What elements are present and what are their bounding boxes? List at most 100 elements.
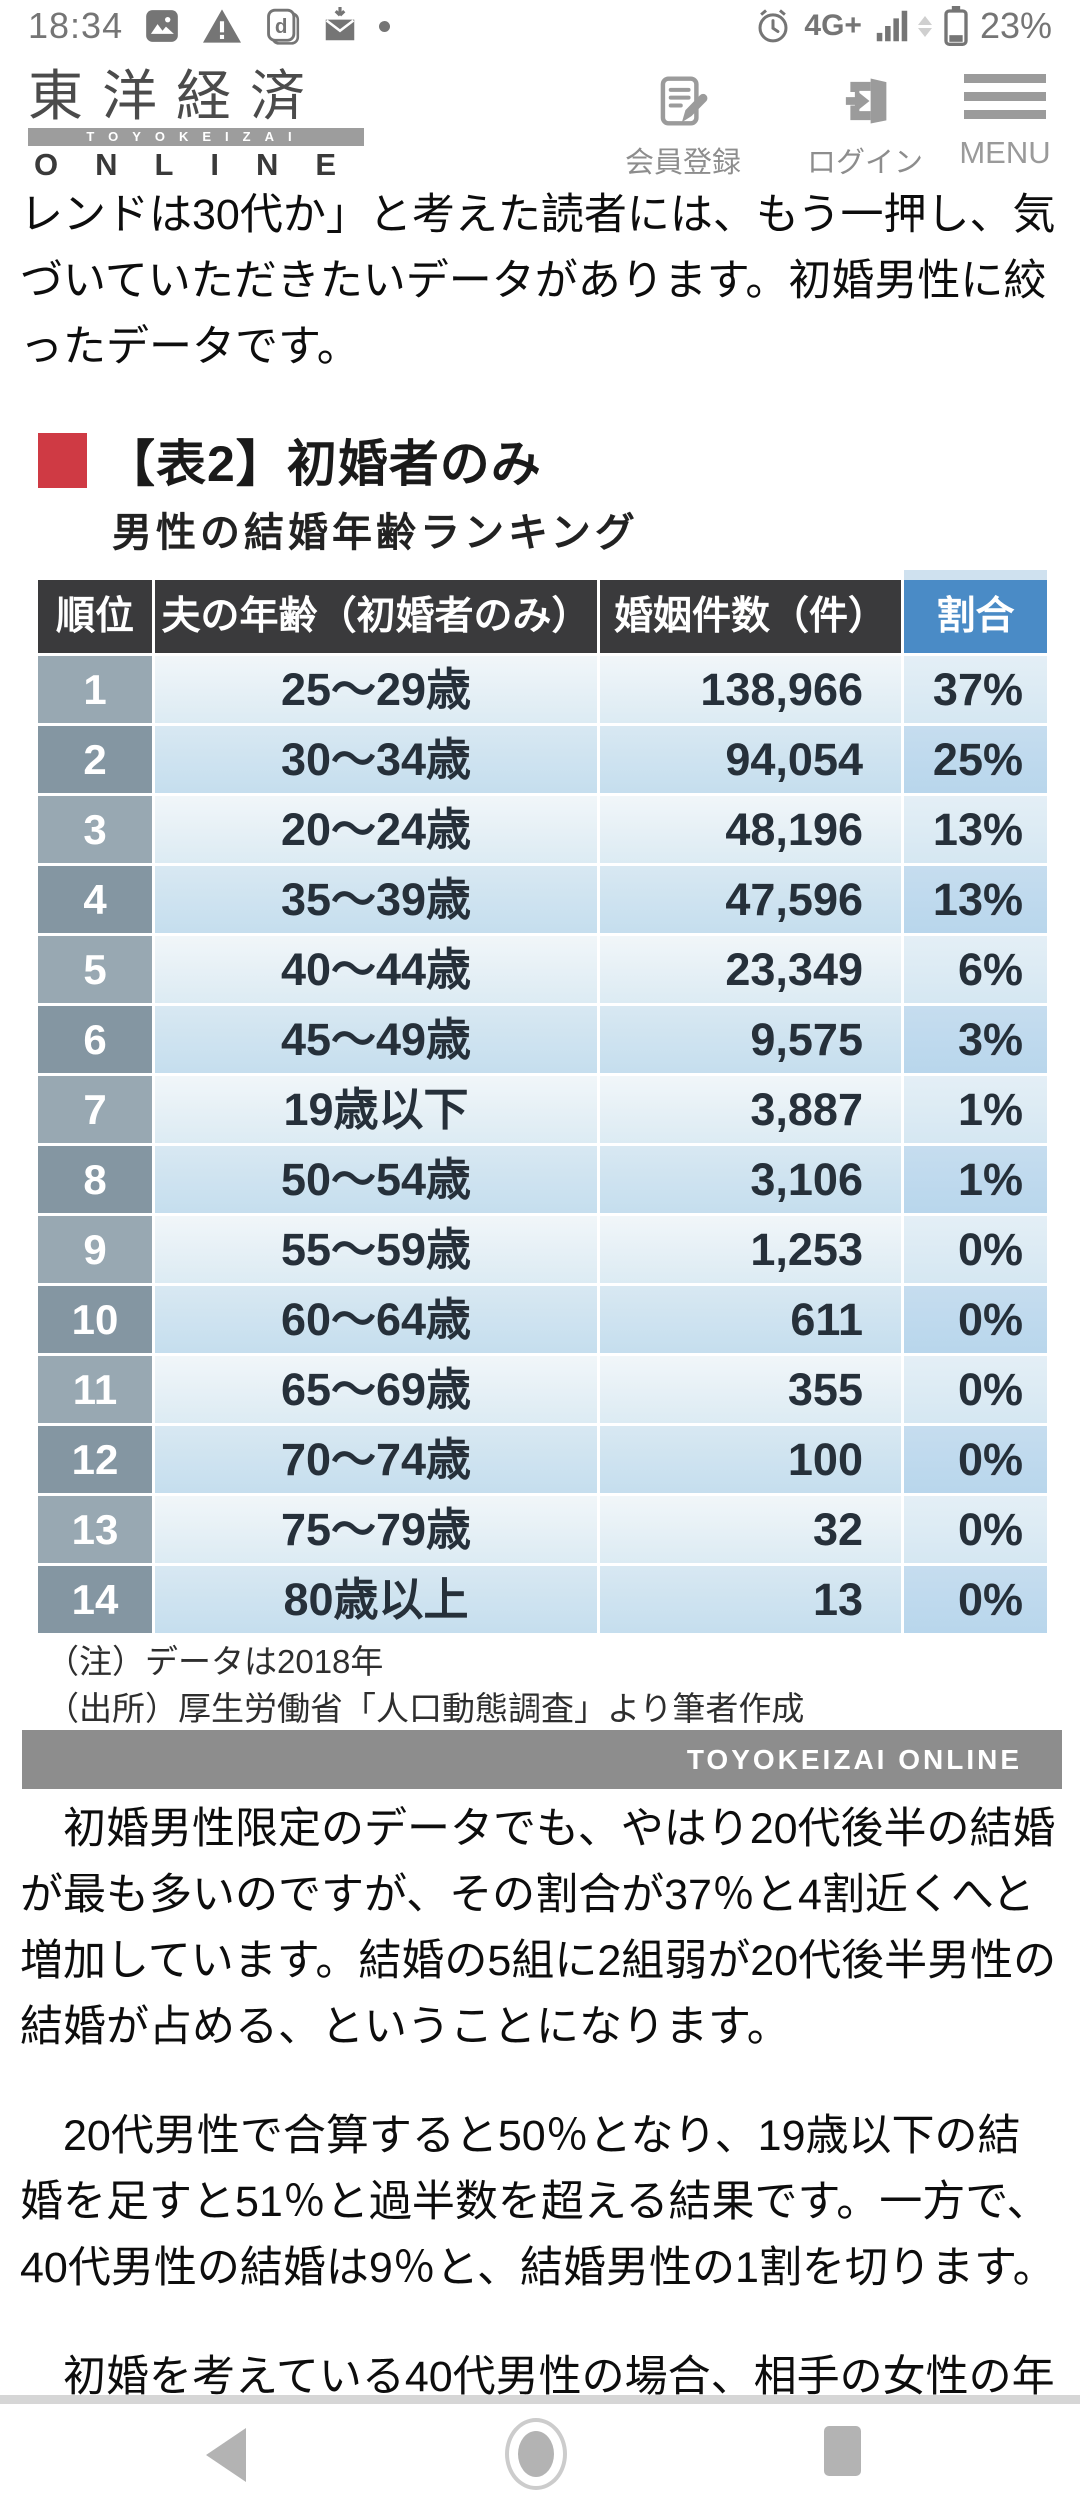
table-row: 9 55～59歳 1,253 0% — [38, 1216, 1047, 1283]
count-cell: 3,887 — [600, 1076, 901, 1143]
pct-cell: 0% — [904, 1496, 1047, 1563]
rank-cell: 9 — [38, 1216, 152, 1283]
table-row: 14 80歳以上 13 0% — [38, 1566, 1047, 1633]
figure-notes: （注）データは2018年 （出所）厚生労働省「人口動態調査」より筆者作成 — [46, 1638, 804, 1732]
count-cell: 32 — [600, 1496, 901, 1563]
pct-cell: 0% — [904, 1286, 1047, 1353]
age-cell: 45～49歳 — [155, 1006, 597, 1073]
note-line-2: （出所）厚生労働省「人口動態調査」より筆者作成 — [46, 1690, 805, 1727]
body-paragraph-1: 初婚男性限定のデータでも、やはり20代後半の結婚が最も多いのですが、その割合が3… — [20, 1805, 1057, 2051]
status-bar: 18:34 d 4G+ — [0, 0, 1080, 52]
red-square-bullet-icon — [38, 432, 87, 488]
header-pct: 割合 — [904, 580, 1047, 653]
pct-cell: 37% — [904, 656, 1047, 723]
rank-cell: 11 — [38, 1356, 152, 1423]
count-cell: 100 — [600, 1426, 901, 1493]
table-row: 1 25～29歳 138,966 37% — [38, 656, 1047, 723]
pct-cell: 6% — [904, 936, 1047, 1003]
figure-title: 【表2】初婚者のみ — [105, 436, 542, 492]
figure-subtitle: 男性の結婚年齢ランキング — [112, 511, 639, 555]
pct-column-cap — [904, 570, 1047, 580]
login-button[interactable]: ログイン — [790, 74, 940, 181]
count-cell: 138,966 — [600, 656, 901, 723]
age-cell: 40～44歳 — [155, 936, 597, 1003]
rank-cell: 1 — [38, 656, 152, 723]
rank-cell: 3 — [38, 796, 152, 863]
ranking-table-body: 1 25～29歳 138,966 37% 2 30～34歳 94,054 25% 3 20～24歳… — [38, 656, 1047, 1633]
credit-banner: TOYOKEIZAI ONLINE — [22, 1730, 1062, 1789]
logo-romaji-bar: TOYOKEIZAI — [28, 128, 364, 146]
age-cell: 25～29歳 — [155, 656, 597, 723]
note-line-1: （注）データは2018年 — [46, 1643, 384, 1680]
toyokeizai-logo[interactable]: 東洋経済 TOYOKEIZAI ONLINE — [28, 66, 364, 183]
rank-cell: 12 — [38, 1426, 152, 1493]
pct-cell: 1% — [904, 1076, 1047, 1143]
content-cut-edge — [0, 2395, 1080, 2404]
table-row: 12 70～74歳 100 0% — [38, 1426, 1047, 1493]
ranking-table: 順位 夫の年齢（初婚者のみ） 婚姻件数（件） 割合 1 25～29歳 138,966… — [38, 570, 1047, 1633]
count-cell: 94,054 — [600, 726, 901, 793]
android-nav-bar — [0, 2404, 1080, 2520]
logo-kanji-text: 東洋経済 — [28, 64, 325, 128]
warning-notification-icon — [201, 7, 243, 45]
count-cell: 9,575 — [600, 1006, 901, 1073]
rank-cell: 10 — [38, 1286, 152, 1353]
hamburger-menu-icon — [964, 74, 1046, 128]
rank-cell: 14 — [38, 1566, 152, 1633]
table-row: 2 30～34歳 94,054 25% — [38, 726, 1047, 793]
table-row: 8 50～54歳 3,106 1% — [38, 1146, 1047, 1213]
data-activity-arrows-icon — [917, 15, 932, 37]
figure-heading: 【表2】初婚者のみ — [38, 424, 542, 496]
header-count: 婚姻件数（件） — [600, 580, 901, 653]
count-cell: 1,253 — [600, 1216, 901, 1283]
login-door-arrow-icon — [838, 74, 892, 128]
table-row: 5 40～44歳 23,349 6% — [38, 936, 1047, 1003]
register-button[interactable]: 会員登録 — [608, 74, 758, 181]
logo-online-text: ONLINE — [34, 147, 374, 182]
overflow-dot-icon — [379, 20, 391, 32]
table-row: 10 60～64歳 611 0% — [38, 1286, 1047, 1353]
table-row: 7 19歳以下 3,887 1% — [38, 1076, 1047, 1143]
screenshot-notification-icon — [143, 7, 181, 45]
pct-cell: 0% — [904, 1356, 1047, 1423]
signal-strength-icon — [874, 9, 910, 43]
rank-cell: 2 — [38, 726, 152, 793]
clock-time: 18:34 — [28, 5, 124, 46]
pct-cell: 3% — [904, 1006, 1047, 1073]
article-body: 初婚男性限定のデータでも、やはり20代後半の結婚が最も多いのですが、その割合が3… — [20, 1796, 1062, 2396]
d-app-notification-icon: d — [263, 7, 301, 45]
mail-notification-icon — [321, 7, 359, 45]
age-cell: 20～24歳 — [155, 796, 597, 863]
age-cell: 65～69歳 — [155, 1356, 597, 1423]
table-row: 13 75～79歳 32 0% — [38, 1496, 1047, 1563]
nav-home-icon[interactable] — [505, 2418, 567, 2490]
network-type-label: 4G+ — [804, 9, 862, 42]
table-header-row: 順位 夫の年齢（初婚者のみ） 婚姻件数（件） 割合 — [38, 580, 1047, 653]
body-paragraph-3: 初婚を考えている40代男性の場合、相手の女性の年 — [20, 2353, 1055, 2396]
body-paragraph-2: 20代男性で合算すると50％となり、19歳以下の結婚を足すと51％と過半数を超え… — [20, 2112, 1056, 2292]
nav-recents-icon[interactable] — [824, 2426, 861, 2476]
rank-cell: 5 — [38, 936, 152, 1003]
nav-back-icon[interactable] — [206, 2428, 246, 2482]
table-row: 6 45～49歳 9,575 3% — [38, 1006, 1047, 1073]
menu-button[interactable]: MENU — [945, 74, 1065, 171]
rank-cell: 13 — [38, 1496, 152, 1563]
login-label: ログイン — [806, 147, 923, 179]
header-age: 夫の年齢（初婚者のみ） — [155, 580, 597, 653]
count-cell: 48,196 — [600, 796, 901, 863]
count-cell: 3,106 — [600, 1146, 901, 1213]
alarm-icon — [754, 7, 792, 45]
article-intro-paragraph: レンドは30代か」と考えた読者には、もう一押し、気づいていただきたいデータがあり… — [20, 191, 1056, 371]
register-label: 会員登録 — [624, 147, 741, 179]
site-header: 東洋経済 TOYOKEIZAI ONLINE 会員登録 ログイン MENU — [0, 52, 1080, 187]
age-cell: 55～59歳 — [155, 1216, 597, 1283]
rank-cell: 8 — [38, 1146, 152, 1213]
count-cell: 355 — [600, 1356, 901, 1423]
header-rank: 順位 — [38, 580, 152, 653]
svg-text:d: d — [275, 15, 288, 38]
pct-cell: 0% — [904, 1426, 1047, 1493]
table-row: 4 35～39歳 47,596 13% — [38, 866, 1047, 933]
count-cell: 611 — [600, 1286, 901, 1353]
age-cell: 80歳以上 — [155, 1566, 597, 1633]
